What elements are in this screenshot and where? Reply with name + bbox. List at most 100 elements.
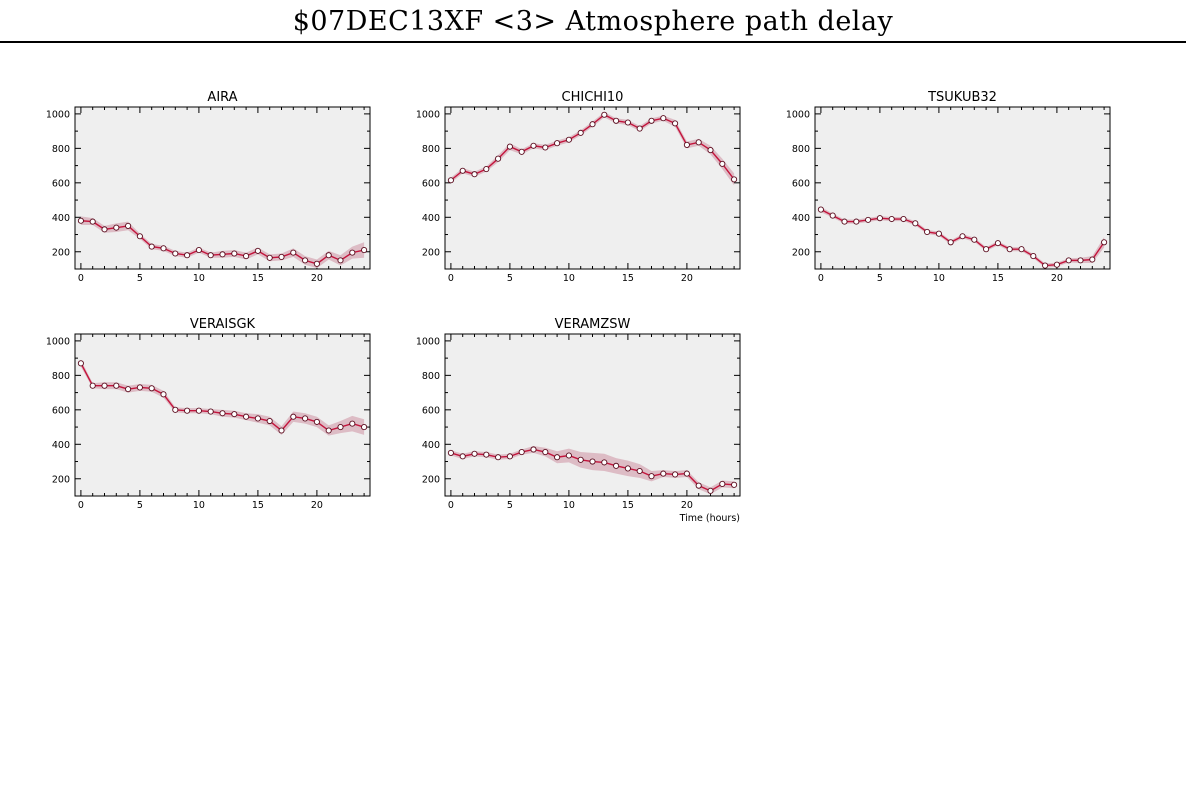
- data-point: [495, 454, 502, 461]
- x-tick-label: 10: [563, 500, 575, 511]
- plot-panel: AIRA 0 5 10 15 20 200 400 600 800 1000: [46, 90, 371, 284]
- data-point: [471, 450, 478, 457]
- y-tick-label: 400: [422, 440, 440, 451]
- data-point: [935, 230, 942, 237]
- y-tick-label: 200: [422, 247, 440, 258]
- x-axis-label: Time (hours): [679, 513, 740, 524]
- data-point: [613, 462, 620, 469]
- y-tick-label: 200: [52, 474, 70, 485]
- y-tick-label: 1000: [46, 109, 70, 120]
- data-point: [325, 427, 332, 434]
- data-point: [817, 206, 824, 213]
- data-point: [636, 467, 643, 475]
- data-point: [483, 451, 490, 458]
- data-point: [518, 148, 525, 155]
- x-tick-label: 5: [137, 500, 143, 511]
- data-point: [254, 247, 261, 254]
- data-point: [361, 246, 368, 254]
- x-tick-label: 10: [193, 273, 205, 284]
- x-tick-label: 15: [252, 273, 264, 284]
- panel-title: TSUKUB32: [927, 90, 997, 105]
- data-point: [89, 218, 96, 225]
- y-tick-label: 200: [52, 247, 70, 258]
- data-point: [731, 481, 738, 488]
- data-point: [243, 253, 250, 260]
- data-point: [983, 246, 990, 253]
- panel-title: AIRA: [207, 90, 237, 105]
- data-point: [184, 252, 191, 259]
- plot-frame: [74, 106, 371, 270]
- y-tick-label: 1000: [416, 109, 440, 120]
- data-point: [695, 482, 702, 489]
- data-point: [924, 228, 931, 235]
- data-point: [278, 427, 285, 434]
- data-point: [160, 391, 167, 398]
- data-point: [672, 471, 679, 478]
- x-tick-label: 20: [681, 500, 693, 511]
- y-tick-label: 600: [52, 178, 70, 189]
- data-point: [506, 453, 513, 460]
- data-point: [125, 386, 132, 393]
- data-point: [219, 251, 226, 258]
- data-point: [325, 252, 332, 259]
- data-point: [971, 236, 978, 243]
- data-point: [447, 177, 454, 184]
- data-point: [184, 407, 191, 414]
- panel-title: CHICHI10: [562, 90, 624, 105]
- data-point: [266, 417, 273, 425]
- x-tick-label: 5: [507, 500, 513, 511]
- data-point: [554, 140, 561, 147]
- plot-area: [445, 107, 740, 269]
- data-point: [219, 410, 226, 417]
- y-tick-label: 600: [422, 405, 440, 416]
- data-point: [1030, 253, 1037, 260]
- data-point: [1065, 257, 1072, 264]
- data-point: [113, 224, 120, 231]
- data-point: [231, 411, 238, 418]
- data-point: [172, 406, 179, 413]
- plot-panel: CHICHI10 0 5 10 15 20 200 400 600 800 1000: [416, 90, 741, 284]
- y-tick-label: 200: [422, 474, 440, 485]
- x-tick-label: 15: [992, 273, 1004, 284]
- data-point: [125, 222, 132, 229]
- data-point: [542, 144, 549, 151]
- y-tick-label: 800: [422, 144, 440, 155]
- data-point: [613, 117, 620, 124]
- x-tick-label: 20: [681, 273, 693, 284]
- data-point: [900, 215, 907, 223]
- data-point: [624, 465, 631, 472]
- data-point: [207, 252, 214, 259]
- plot-area: [75, 107, 370, 269]
- data-point: [148, 243, 155, 250]
- plot-panel: VERAMZSW 0 5 10 15 20 200 400 600 800 1000 Time (ho…: [416, 317, 741, 524]
- data-point: [302, 415, 309, 422]
- data-point: [231, 250, 238, 257]
- data-point: [77, 217, 84, 224]
- data-point: [589, 121, 596, 128]
- data-point: [683, 141, 690, 148]
- data-point: [589, 458, 596, 465]
- x-tick-label: 0: [818, 273, 824, 284]
- data-point: [447, 449, 454, 456]
- data-point: [290, 249, 297, 256]
- data-point: [853, 218, 860, 225]
- data-point: [719, 160, 726, 167]
- plot-frame: [444, 106, 741, 270]
- x-tick-label: 20: [311, 500, 323, 511]
- data-point: [994, 240, 1001, 247]
- data-point: [565, 452, 572, 459]
- plot-frame: [444, 333, 741, 497]
- uncertainty-band: [450, 446, 735, 495]
- data-point: [1101, 239, 1108, 246]
- y-tick-label: 800: [792, 144, 810, 155]
- data-point: [577, 129, 584, 136]
- x-tick-label: 5: [137, 273, 143, 284]
- data-point: [495, 155, 502, 162]
- data-point: [565, 136, 572, 143]
- data-point: [459, 167, 466, 174]
- data-point: [459, 453, 466, 460]
- x-tick-label: 0: [448, 273, 454, 284]
- data-point: [207, 408, 214, 415]
- data-point: [1089, 256, 1096, 263]
- data-point: [160, 245, 167, 252]
